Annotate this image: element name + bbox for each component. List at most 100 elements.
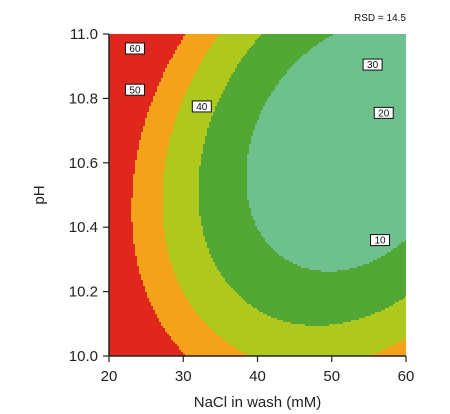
contour-band-cell xyxy=(135,248,168,251)
contour-band-cell xyxy=(229,284,406,287)
contour-band-cell xyxy=(237,292,406,295)
contour-band-cell xyxy=(131,208,164,211)
contour-band-cell xyxy=(109,344,178,347)
contour-band-cell xyxy=(109,278,142,281)
contour-band-cell xyxy=(155,312,198,315)
contour-band-cell xyxy=(109,222,134,225)
contour-band-cell xyxy=(109,286,146,289)
contour-band-cell xyxy=(109,162,136,165)
contour-band-cell xyxy=(143,126,174,129)
contour-band-cell xyxy=(167,64,200,67)
contour-band-cell xyxy=(163,196,200,199)
y-tick-label: 10.6 xyxy=(69,155,98,172)
contour-band-cell xyxy=(307,52,406,55)
contour-band-cell xyxy=(199,196,248,199)
contour-band-cell xyxy=(165,170,200,173)
contour-band-cell xyxy=(109,102,152,105)
contour-band-cell xyxy=(247,166,406,169)
contour-band-cell xyxy=(171,336,222,339)
contour-band-cell xyxy=(211,256,284,259)
contour-band-cell xyxy=(241,60,298,63)
contour-band-cell xyxy=(247,174,406,177)
contour-band-cell xyxy=(255,222,406,225)
contour-band-cell xyxy=(277,252,388,255)
contour-band-cell xyxy=(209,122,258,125)
contour-band-cell xyxy=(151,104,182,107)
contour-band-cell xyxy=(269,96,406,99)
contour-band-cell xyxy=(247,160,406,163)
contour-band-cell xyxy=(203,146,250,149)
contour-band-cell xyxy=(217,266,302,269)
contour-band-cell xyxy=(199,204,250,207)
contour-band-cell xyxy=(109,202,132,205)
contour-band-cell xyxy=(175,272,222,275)
contour-band-cell xyxy=(151,102,182,105)
contour-band-cell xyxy=(165,240,206,243)
contour-band-cell xyxy=(109,304,152,307)
contour-band-cell xyxy=(229,342,398,345)
contour-band-cell xyxy=(259,118,406,121)
contour-band-cell xyxy=(109,128,144,131)
contour-band-cell xyxy=(247,188,406,191)
contour-band-cell xyxy=(165,230,204,233)
y-tick-label: 10.2 xyxy=(69,284,98,301)
contour-band-cell xyxy=(109,104,152,107)
rsd-annotation: RSD = 14.5 xyxy=(354,13,406,24)
contour-band-cell xyxy=(109,60,170,63)
contour-band-cell xyxy=(283,256,382,259)
contour-band-cell xyxy=(189,302,248,305)
contour-band-cell xyxy=(231,76,284,79)
contour-band-cell xyxy=(291,66,406,69)
contour-band-cell xyxy=(259,116,406,119)
contour-band-cell xyxy=(343,322,406,325)
contour-band-cell xyxy=(221,274,406,277)
contour-band-cell xyxy=(133,196,164,199)
x-tick-label: 30 xyxy=(175,368,192,385)
contour-band-cell xyxy=(207,324,306,327)
contour-band-cell xyxy=(145,120,176,123)
contour-band-cell xyxy=(109,328,166,331)
contour-band-cell xyxy=(197,70,236,73)
contour-band-cell xyxy=(183,352,246,355)
contour-band-cell xyxy=(259,310,382,313)
x-axis-title: NaCl in wash (mM) xyxy=(194,394,322,411)
contour-band-cell xyxy=(109,270,140,273)
contour-band-cell xyxy=(247,196,406,199)
contour-band-cell xyxy=(109,346,180,349)
contour-band-cell xyxy=(297,264,364,267)
contour-band-cell xyxy=(109,332,168,335)
contour-band-cell xyxy=(139,140,170,143)
contour-label-text: 20 xyxy=(378,108,390,119)
contour-band-cell xyxy=(159,320,204,323)
contour-band-cell xyxy=(175,122,210,125)
contour-band-cell xyxy=(181,42,214,45)
contour-bands xyxy=(109,34,406,356)
contour-band-cell xyxy=(217,102,266,105)
contour-band-cell xyxy=(109,204,132,207)
contour-band-cell xyxy=(391,250,406,253)
contour-band-cell xyxy=(359,318,406,321)
contour-band-cell xyxy=(109,224,134,227)
contour-band-cell xyxy=(109,294,148,297)
contour-band-cell xyxy=(109,158,138,161)
contour-band-cell xyxy=(193,306,254,309)
contour-band-cell xyxy=(181,350,242,353)
contour-band-cell xyxy=(205,138,252,141)
contour-band-cell xyxy=(273,248,394,251)
contour-band-cell xyxy=(247,176,406,179)
contour-band-cell xyxy=(291,322,344,325)
contour-band-cell xyxy=(109,142,140,145)
contour-band-cell xyxy=(229,78,282,81)
x-tick-label: 20 xyxy=(101,368,118,385)
contour-band-cell xyxy=(225,340,402,343)
contour-band-cell xyxy=(171,260,214,263)
contour-band-cell xyxy=(207,130,254,133)
contour-band-cell xyxy=(385,348,406,351)
contour-band-cell xyxy=(157,316,200,319)
contour-band-cell xyxy=(175,274,222,277)
contour-band-cell xyxy=(133,238,166,241)
contour-band-cell xyxy=(109,190,134,193)
contour-band-cell xyxy=(227,82,280,85)
contour-band-cell xyxy=(191,304,252,307)
contour-band-cell xyxy=(177,276,224,279)
